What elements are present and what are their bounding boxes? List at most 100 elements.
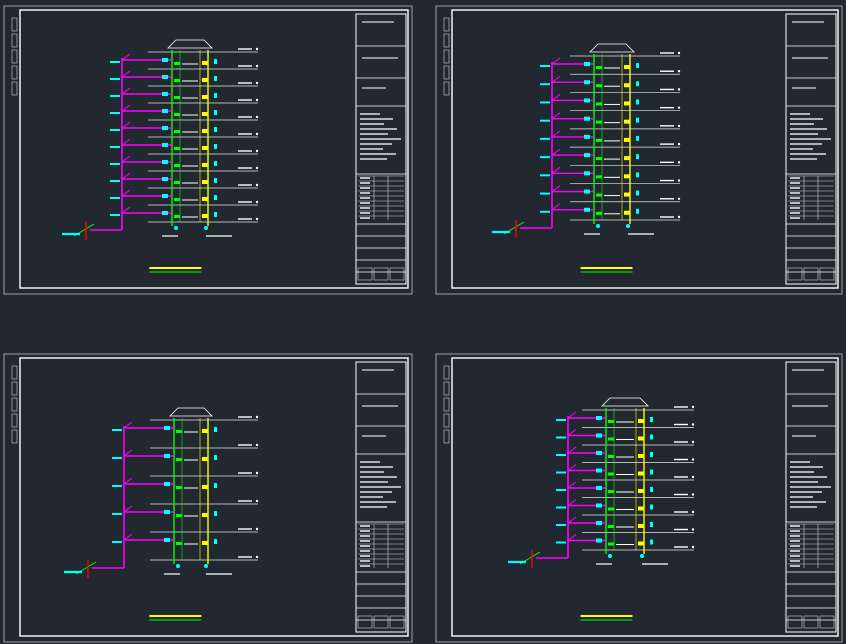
branch-riser-link: [567, 534, 577, 541]
fixture-drain: [650, 539, 653, 545]
floor-marker: [255, 47, 259, 51]
fixture-yellow: [624, 119, 630, 124]
branch-riser-link: [567, 429, 577, 436]
sheet-inner-border: [451, 9, 839, 289]
fixture-yellow: [202, 214, 208, 218]
fixture-yellow: [202, 78, 208, 82]
fixture-valve: [162, 109, 168, 113]
branch-riser-link: [121, 138, 131, 146]
sheet-inner-border: [19, 357, 409, 637]
fixture-yellow: [202, 95, 208, 99]
fixture-valve: [162, 75, 168, 79]
floor-marker: [255, 443, 259, 447]
fixture-valve: [584, 134, 590, 139]
fixture-green: [174, 79, 180, 82]
branch-riser-link: [551, 130, 561, 138]
floor-marker: [677, 215, 681, 219]
riser-diagram[interactable]: [508, 397, 695, 621]
sheet-3[interactable]: [3, 353, 413, 643]
binding-cell: [11, 33, 18, 48]
riser-diagram[interactable]: [62, 39, 259, 273]
fixture-yellow: [202, 112, 208, 116]
fixture-yellow: [202, 197, 208, 201]
floor-marker: [255, 200, 259, 204]
fixture-yellow: [202, 163, 208, 167]
fixture-valve: [584, 207, 590, 212]
fixture-valve: [162, 143, 168, 147]
riser-diagram[interactable]: [492, 43, 681, 273]
fixture-valve: [584, 62, 590, 66]
fixture-drain: [214, 511, 217, 516]
fixture-valve: [162, 92, 168, 96]
sheet-1[interactable]: [3, 5, 413, 295]
fixture-yellow: [202, 513, 208, 517]
binding-cell: [11, 65, 18, 80]
floor-marker: [255, 166, 259, 170]
binding-cell: [11, 429, 18, 444]
fixture-green: [596, 138, 602, 142]
branch-riser-link: [121, 206, 131, 214]
stamp-cell: [357, 615, 373, 629]
fixture-valve: [596, 433, 602, 438]
fixture-valve: [584, 153, 590, 158]
fixture-green: [608, 542, 614, 546]
branch-riser-link: [567, 446, 577, 454]
fixture-yellow: [624, 210, 630, 215]
binding-cell: [443, 65, 450, 80]
sheet-2[interactable]: [435, 5, 843, 295]
floor-marker: [677, 142, 681, 146]
fixture-valve: [596, 503, 602, 508]
sheet-outer-border: [435, 353, 843, 643]
stamp-cell: [389, 267, 405, 281]
fixture-yellow: [624, 156, 630, 161]
floor-marker: [255, 183, 259, 187]
fixture-green: [174, 215, 180, 218]
floor-marker: [255, 555, 259, 559]
branch-riser-link: [121, 53, 131, 61]
fixture-valve: [596, 416, 602, 420]
fixture-valve: [162, 126, 168, 130]
branch-riser-link: [567, 481, 577, 489]
roof-vent-outline: [167, 39, 213, 49]
fixture-yellow: [202, 180, 208, 184]
riser-diagram[interactable]: [64, 407, 259, 621]
floor-marker: [677, 124, 681, 128]
fixture-valve: [162, 177, 168, 181]
fixture-drain: [636, 99, 639, 105]
binding-cell: [443, 429, 450, 444]
floor-marker: [677, 161, 681, 164]
fixture-green: [176, 458, 182, 461]
fixture-drain: [636, 208, 639, 214]
branch-riser-link: [121, 189, 131, 197]
fixture-drain: [636, 190, 639, 196]
branch-riser-link: [121, 121, 131, 129]
floor-marker: [691, 528, 695, 531]
fixture-green: [608, 490, 614, 493]
fixture-green: [174, 130, 180, 133]
fixture-yellow: [638, 419, 644, 423]
fixture-green: [176, 430, 182, 433]
sheet-4[interactable]: [435, 353, 843, 643]
floor-marker: [255, 471, 259, 475]
fixture-valve: [584, 80, 590, 85]
fixture-valve: [164, 426, 170, 430]
outlet-left: [608, 554, 612, 558]
fixture-drain: [650, 504, 653, 510]
fixture-drain: [214, 178, 217, 183]
fixture-valve: [596, 468, 602, 473]
fixture-drain: [214, 427, 217, 432]
branch-riser-link: [123, 505, 133, 513]
fixture-drain: [214, 539, 217, 544]
floor-marker: [691, 475, 695, 479]
fixture-green: [596, 66, 602, 69]
floor-marker: [691, 510, 695, 514]
fixture-drain: [214, 93, 217, 98]
stamp-cell: [373, 267, 389, 281]
stamp-cell: [819, 615, 835, 629]
binding-cell: [443, 17, 450, 32]
fixture-yellow: [638, 471, 644, 476]
fixture-valve: [584, 98, 590, 103]
fixture-yellow: [638, 506, 644, 511]
fixture-green: [174, 62, 180, 65]
